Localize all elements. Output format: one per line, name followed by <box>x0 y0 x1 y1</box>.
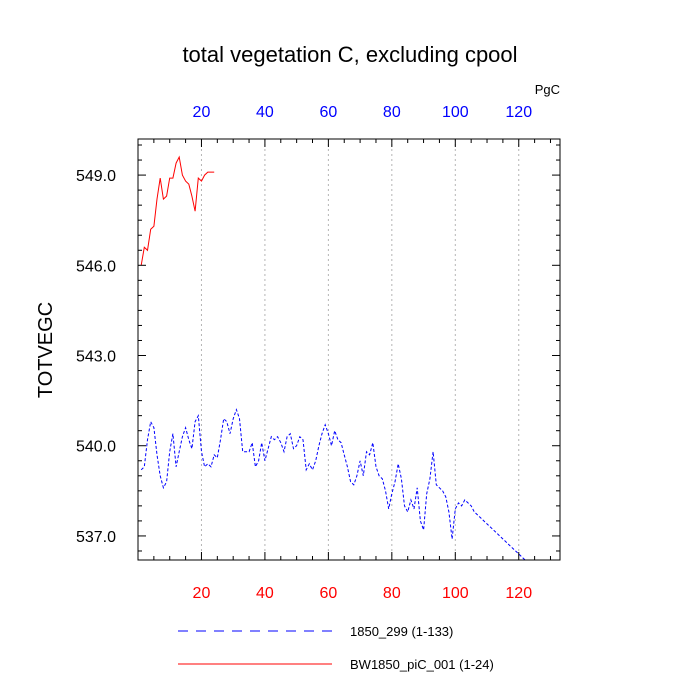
series-line-1 <box>140 155 215 266</box>
x-tick-label-top: 60 <box>319 104 337 121</box>
x-tick-label-bottom: 120 <box>505 585 532 602</box>
x-tick-label-bottom: 60 <box>319 585 337 602</box>
x-tick-label-top: 20 <box>193 104 211 121</box>
x-tick-label-top: 80 <box>383 104 401 121</box>
x-tick-label-top: 100 <box>442 104 469 121</box>
units-label: PgC <box>535 82 560 97</box>
legend-label-0: 1850_299 (1-133) <box>350 624 453 639</box>
y-tick-label: 537.0 <box>76 529 116 546</box>
y-tick-label: 543.0 <box>76 349 116 366</box>
x-tick-label-bottom: 100 <box>442 585 469 602</box>
chart-title: total vegetation C, excluding cpool <box>182 42 517 67</box>
plot-frame <box>137 138 561 561</box>
y-axis-label: TOTVEGC <box>35 302 57 398</box>
x-tick-label-top: 40 <box>256 104 274 121</box>
y-tick-label: 546.0 <box>76 258 116 275</box>
x-tick-label-top: 120 <box>505 104 532 121</box>
legend: 1850_299 (1-133) BW1850_piC_001 (1-24) <box>178 624 494 672</box>
legend-label-1: BW1850_piC_001 (1-24) <box>350 657 494 672</box>
x-tick-label-bottom: 80 <box>383 585 401 602</box>
y-tick-label: 540.0 <box>76 439 116 456</box>
tick-labels: 537.0 540.0 543.0 546.0 549.0 20 40 60 80 100 120 2… <box>76 104 532 602</box>
series-layer <box>140 155 526 560</box>
x-tick-label-bottom: 20 <box>193 585 211 602</box>
axis-ticks <box>138 139 560 560</box>
y-tick-label: 549.0 <box>76 168 116 185</box>
series-line-0 <box>140 408 526 560</box>
x-tick-label-bottom: 40 <box>256 585 274 602</box>
grid-lines <box>200 139 520 560</box>
